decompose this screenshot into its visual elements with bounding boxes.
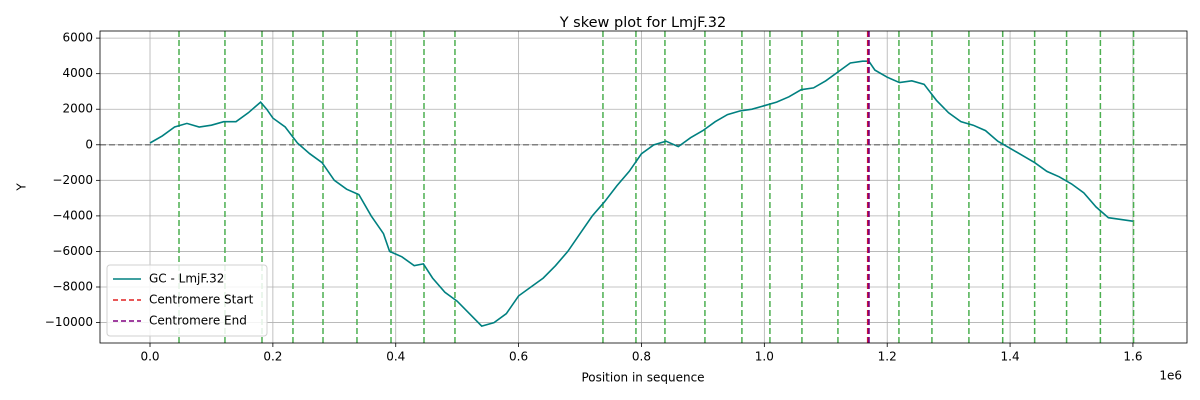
x-axis-label: Position in sequence (581, 371, 704, 385)
y-tick-label: 6000 (62, 31, 93, 45)
plot-frame (99, 30, 1188, 344)
chart-title: Y skew plot for LmjF.32 (559, 15, 727, 31)
x-tick-label: 0.0 (140, 350, 159, 364)
y-tick-label: −8000 (52, 280, 93, 294)
x-tick-label: 1.2 (878, 350, 897, 364)
y-tick-label: −2000 (52, 173, 93, 187)
y-axis-label: Y (15, 183, 29, 192)
legend-label: GC - LmjF.32 (149, 272, 224, 286)
y-tick-label: −10000 (45, 315, 93, 329)
y-tick-label: −4000 (52, 208, 93, 222)
legend-box (106, 264, 268, 337)
x-tick-label: 0.6 (509, 350, 528, 364)
x-tick-label: 1.6 (1123, 350, 1142, 364)
x-tick-label: 0.4 (386, 350, 405, 364)
y-tick-label: 4000 (62, 66, 93, 80)
x-offset-label: 1e6 (1159, 369, 1182, 383)
legend-label: Centromere Start (149, 293, 254, 307)
x-tick-label: 1.4 (1001, 350, 1020, 364)
x-tick-label: 0.2 (263, 350, 282, 364)
legend-label: Centromere End (149, 314, 247, 328)
series-line (149, 60, 1134, 327)
y-tick-label: 2000 (62, 102, 93, 116)
y-tick-label: 0 (85, 137, 93, 151)
y-tick-label: −6000 (52, 244, 93, 258)
x-tick-label: 1.0 (755, 350, 774, 364)
x-tick-label: 0.8 (632, 350, 651, 364)
